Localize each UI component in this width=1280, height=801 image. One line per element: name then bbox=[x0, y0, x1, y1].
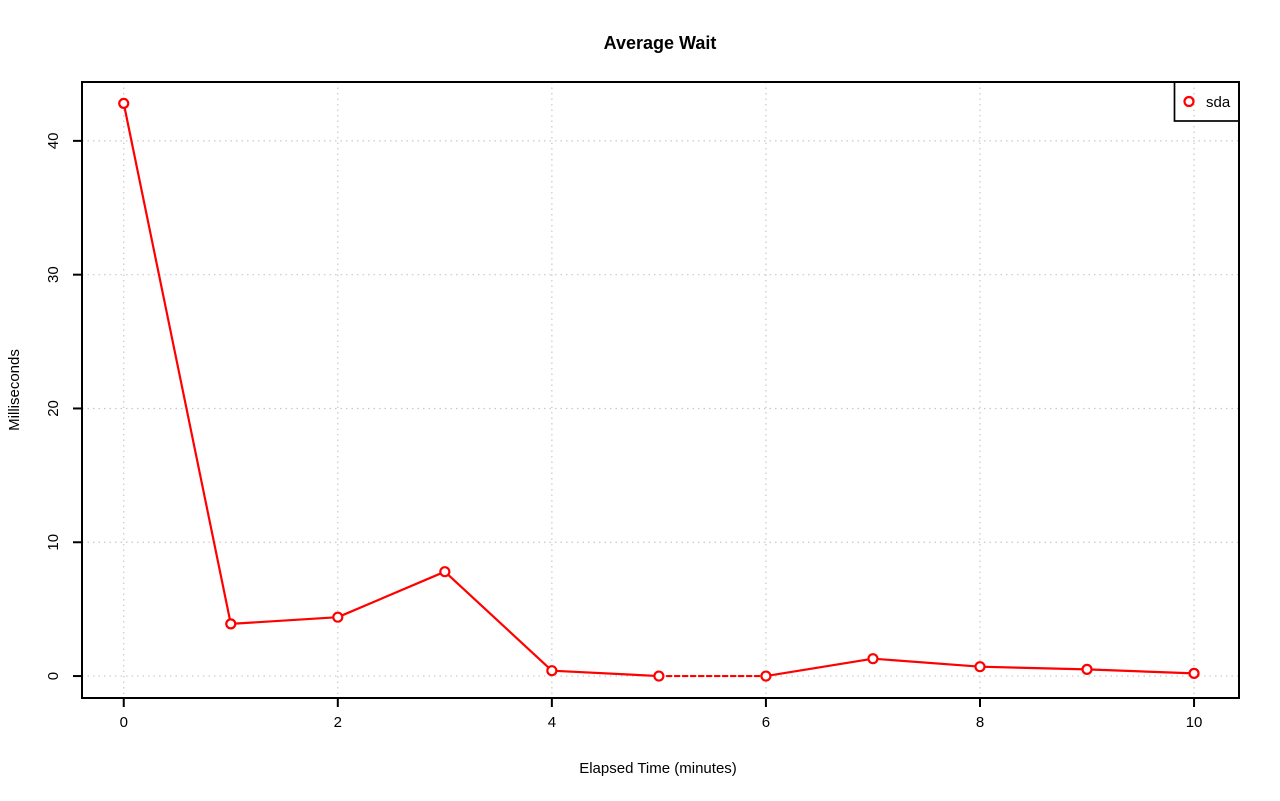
data-point-marker bbox=[546, 665, 558, 677]
x-tick-label: 10 bbox=[1186, 714, 1203, 731]
data-point-marker bbox=[867, 653, 879, 665]
series-layer bbox=[118, 97, 1200, 682]
data-point-marker bbox=[1188, 667, 1200, 679]
y-tick-label: 0 bbox=[45, 672, 62, 680]
x-tick-label: 0 bbox=[120, 714, 128, 731]
x-tick-label: 2 bbox=[334, 714, 342, 731]
data-point-marker bbox=[332, 611, 344, 623]
axis-layer: 0 2 4 6 8 10 0 10 20 30 40 bbox=[45, 133, 1202, 731]
data-point-marker bbox=[439, 566, 451, 578]
data-point-marker bbox=[974, 661, 986, 673]
chart-title: Average Wait bbox=[604, 33, 717, 53]
legend: sda bbox=[1173, 81, 1240, 122]
x-tick-label: 8 bbox=[976, 714, 984, 731]
y-tick-label: 30 bbox=[45, 266, 62, 283]
data-point-marker bbox=[760, 670, 772, 682]
x-tick-label: 4 bbox=[548, 714, 556, 731]
data-point-marker bbox=[653, 670, 665, 682]
y-tick-label: 20 bbox=[45, 400, 62, 417]
data-point-marker bbox=[118, 97, 130, 110]
y-tick-label: 40 bbox=[45, 133, 62, 150]
y-tick-label: 10 bbox=[45, 534, 62, 551]
series-line-solid bbox=[122, 102, 660, 678]
data-point-marker bbox=[1081, 663, 1093, 675]
legend-box bbox=[1173, 81, 1240, 122]
legend-marker-sda-icon bbox=[1183, 95, 1195, 108]
plot-border bbox=[81, 81, 1240, 699]
x-axis-title: Elapsed Time (minutes) bbox=[579, 760, 737, 777]
data-point-marker bbox=[225, 618, 237, 630]
legend-label-sda: sda bbox=[1206, 94, 1231, 111]
y-axis-title: Milliseconds bbox=[6, 349, 23, 431]
x-tick-label: 6 bbox=[762, 714, 770, 731]
grid-layer bbox=[82, 82, 1239, 698]
